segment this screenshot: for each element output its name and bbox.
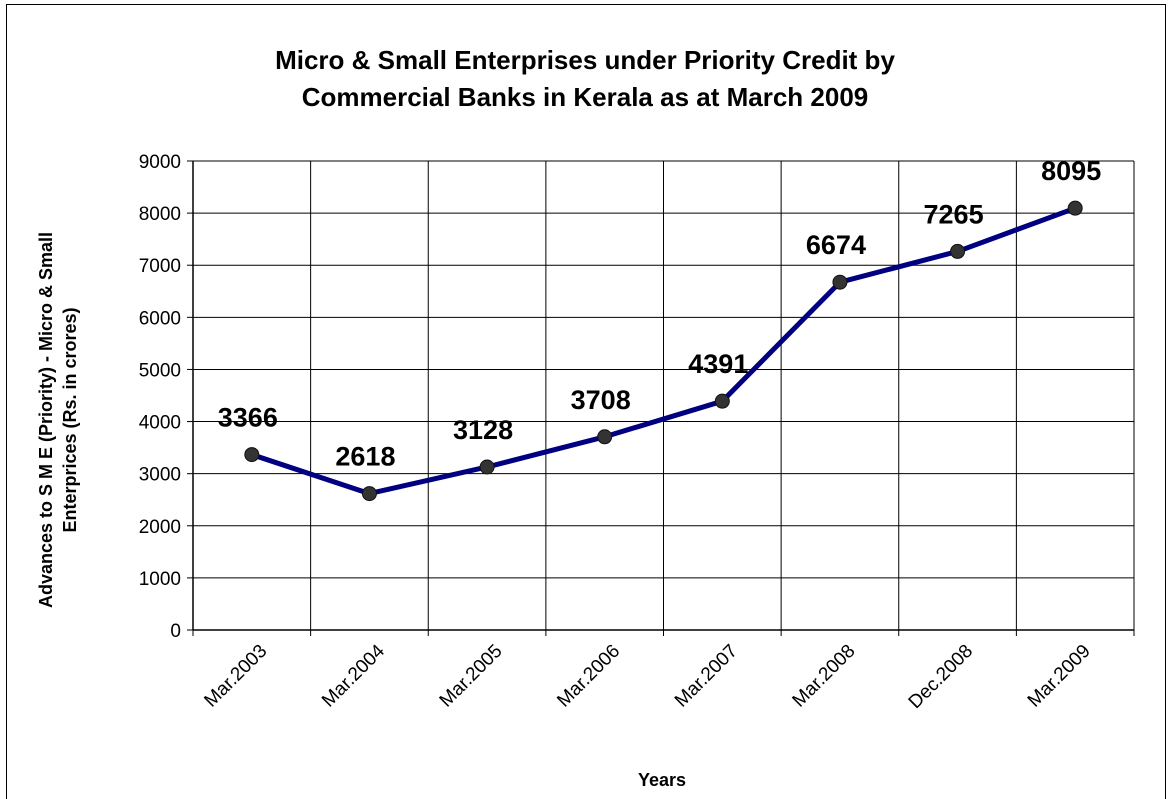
y-tick-label: 7000 [139, 256, 181, 277]
series-line [251, 205, 1077, 497]
data-point [950, 243, 966, 259]
y-tick-label: 1000 [139, 569, 181, 590]
data-point [244, 447, 260, 463]
y-tick-label: 3000 [139, 465, 181, 486]
y-tick-label: 4000 [139, 413, 181, 434]
x-tick-labels: Mar.2003 Mar.2004 Mar.2005 Mar.2006 Mar.2007… [200, 640, 1094, 713]
chart-frame [6, 4, 1166, 799]
data-point [361, 486, 377, 502]
data-point [832, 274, 848, 290]
y-axis-title-line-1: Advances to S M E (Priority) - Micro & S… [36, 232, 56, 608]
data-label: 4391 [688, 349, 748, 379]
y-tick-label: 0 [170, 621, 181, 642]
data-label: 3366 [218, 403, 278, 433]
x-tick-label: Mar.2009 [1024, 641, 1095, 712]
y-axis-title-line-2: Enterprices (Rs. in crores) [60, 307, 80, 532]
x-axis-title: Years [638, 770, 686, 790]
axes [187, 160, 1135, 636]
data-point [479, 459, 495, 475]
y-tick-label: 6000 [139, 308, 181, 329]
y-tick-labels: 0 1000 2000 3000 4000 5000 6000 7000 8000 9000 [139, 152, 181, 642]
data-point [597, 429, 613, 445]
x-tick-label: Dec.2008 [905, 641, 977, 713]
y-tick-label: 2000 [139, 517, 181, 538]
x-tick-label: Mar.2004 [318, 640, 389, 711]
x-tick-label: Mar.2008 [789, 641, 860, 712]
y-tick-label: 9000 [139, 152, 181, 173]
data-label: 7265 [924, 199, 984, 229]
series-line-group [244, 200, 1083, 502]
data-label: 3708 [571, 385, 631, 415]
x-tick-label: Mar.2006 [553, 641, 624, 712]
y-tick-label: 8000 [139, 204, 181, 225]
chart-title-line-2: Commercial Banks in Kerala as at March 2… [302, 82, 869, 112]
x-tick-label: Mar.2003 [200, 641, 271, 712]
data-labels: 3366 2618 3128 3708 4391 6674 7265 8095 [218, 156, 1101, 471]
data-label: 2618 [335, 442, 395, 472]
data-point [714, 393, 730, 409]
grid-lines [193, 160, 1135, 630]
chart-title-line-1: Micro & Small Enterprises under Priority… [275, 45, 895, 75]
x-tick-label: Mar.2005 [436, 641, 507, 712]
y-tick-label: 5000 [139, 360, 181, 381]
data-label: 6674 [806, 230, 866, 260]
data-label: 3128 [453, 415, 513, 445]
data-label: 8095 [1041, 156, 1101, 186]
x-tick-label: Mar.2007 [671, 641, 742, 712]
data-point [1067, 200, 1083, 216]
